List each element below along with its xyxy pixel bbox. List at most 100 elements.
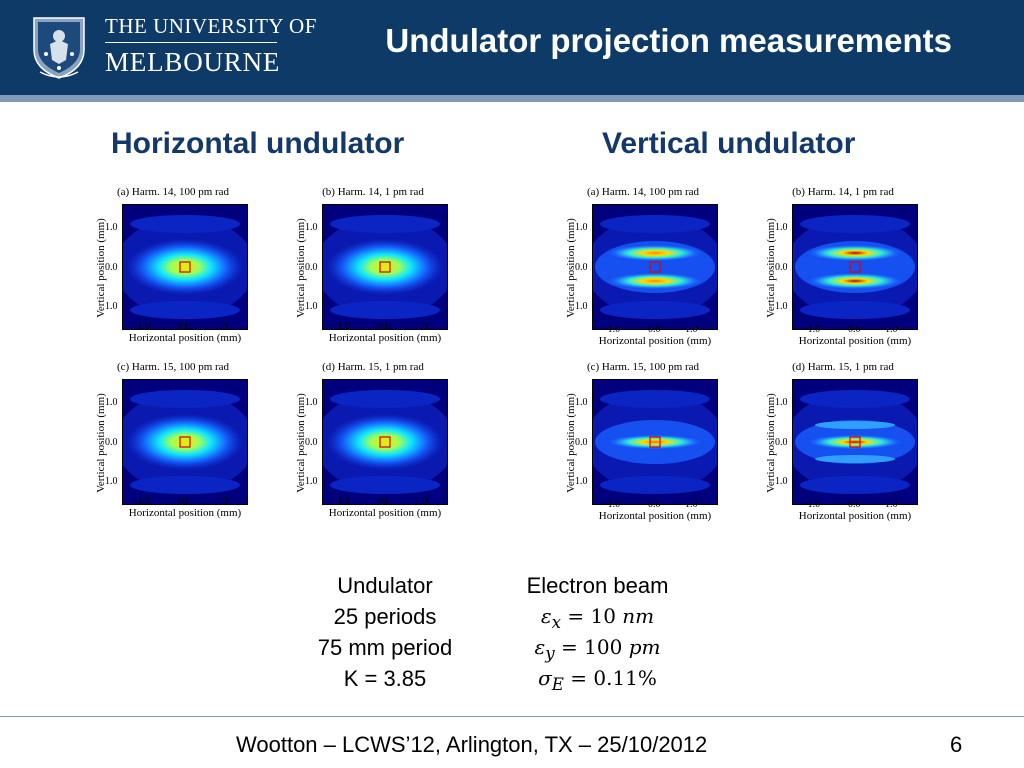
electron-beam-heading: Electron beam <box>526 573 669 598</box>
y-tick-label: 1.0 <box>775 301 788 312</box>
y-tick-label: 0.0 <box>105 437 118 448</box>
y-tick-label: 1.0 <box>775 222 788 233</box>
undulator-k-value: K = 3.85 <box>343 666 427 691</box>
x-tick-label: −1.0 <box>332 496 351 507</box>
heatmap-plot <box>322 204 448 330</box>
lower-lobe <box>603 272 707 290</box>
x-axis-label: Horizontal position (mm) <box>798 335 912 347</box>
y-tick-label: 1.0 <box>105 222 118 233</box>
y-tick-label: 1.0 <box>305 397 318 408</box>
x-tick-label: −1.0 <box>132 496 151 507</box>
header-bar <box>0 0 1024 95</box>
x-axis-label: Horizontal position (mm) <box>328 507 442 519</box>
panel-caption: (b) Harm. 14, 1 pm rad <box>322 186 424 198</box>
x-tick-label: 0.0 <box>648 324 661 335</box>
lower-fringe <box>600 476 710 494</box>
y-tick-label: 1.0 <box>305 301 318 312</box>
panel-caption: (c) Harm. 15, 100 pm rad <box>116 361 230 373</box>
x-tick-label: 1.0 <box>415 321 428 332</box>
slide-title: Undulator projection measurements <box>385 22 952 59</box>
undulator-period-length: 75 mm period <box>317 635 453 660</box>
x-tick-label: −1.0 <box>602 499 621 510</box>
heatmap-plot <box>792 379 918 505</box>
y-tick-label: 1.0 <box>575 397 588 408</box>
y-tick-label: 1.0 <box>775 397 788 408</box>
upper-sidelobe <box>815 421 895 429</box>
panel-caption: (d) Harm. 15, 1 pm rad <box>792 361 894 373</box>
center-marker <box>849 436 861 448</box>
x-axis-label: Horizontal position (mm) <box>798 510 912 522</box>
undulator-periods: 25 periods <box>333 604 437 629</box>
lower-fringe <box>130 476 240 494</box>
logo-line-2: MELBOURNE <box>105 47 281 77</box>
x-axis-label: Horizontal position (mm) <box>598 510 712 522</box>
y-tick-label: 1.0 <box>575 476 588 487</box>
emittance-y: εy = 100 pm <box>534 635 661 663</box>
plot-panel: (c) Harm. 15, 100 pm rad Vertical positio… <box>88 361 258 533</box>
heatmap-plot <box>122 379 248 505</box>
heatmap-plot <box>122 204 248 330</box>
beam-spot <box>327 414 443 470</box>
upper-fringe <box>330 215 440 233</box>
x-tick-label: −1.0 <box>602 324 621 335</box>
y-tick-label: 0.0 <box>305 437 318 448</box>
plot-panel: (d) Harm. 15, 1 pm rad Vertical position … <box>288 361 458 533</box>
undulator-heading: Undulator <box>337 573 433 598</box>
center-marker <box>649 436 661 448</box>
x-tick-label: 1.0 <box>885 324 898 335</box>
upper-fringe <box>600 390 710 408</box>
x-tick-label: 0.0 <box>848 499 861 510</box>
x-tick-label: 0.0 <box>378 496 391 507</box>
logo-divider <box>105 42 277 43</box>
plot-panel: (a) Harm. 14, 100 pm rad Vertical positio… <box>558 186 728 361</box>
y-tick-label: 0.0 <box>575 262 588 273</box>
beam-spot <box>127 239 243 295</box>
y-tick-label: 1.0 <box>575 301 588 312</box>
beam-spot <box>127 414 243 470</box>
y-tick-label: 1.0 <box>305 222 318 233</box>
upper-fringe <box>130 215 240 233</box>
x-axis-label: Horizontal position (mm) <box>128 332 242 344</box>
section-title-horizontal: Horizontal undulator <box>111 127 405 160</box>
upper-fringe <box>130 390 240 408</box>
x-axis-label: Horizontal position (mm) <box>328 332 442 344</box>
beam-spot <box>327 239 443 295</box>
center-marker <box>179 436 191 448</box>
x-tick-label: 0.0 <box>648 499 661 510</box>
center-marker <box>649 261 661 273</box>
x-tick-label: 0.0 <box>178 496 191 507</box>
x-axis-label: Horizontal position (mm) <box>128 507 242 519</box>
plot-panel: (d) Harm. 15, 1 pm rad Vertical position … <box>758 361 928 536</box>
x-axis-label: Horizontal position (mm) <box>598 335 712 347</box>
x-tick-label: −1.0 <box>802 324 821 335</box>
x-tick-label: 1.0 <box>685 499 698 510</box>
x-tick-label: 1.0 <box>215 321 228 332</box>
x-tick-label: 1.0 <box>415 496 428 507</box>
center-marker <box>179 261 191 273</box>
emittance-x: εx = 10 nm <box>540 604 655 632</box>
x-tick-label: −1.0 <box>132 321 151 332</box>
footer-divider <box>0 716 1024 717</box>
y-tick-label: 1.0 <box>105 301 118 312</box>
upper-lobe <box>803 244 907 262</box>
y-tick-label: 0.0 <box>775 437 788 448</box>
lower-fringe <box>330 476 440 494</box>
x-tick-label: 0.0 <box>178 321 191 332</box>
upper-fringe <box>800 215 910 233</box>
heatmap-plot <box>792 204 918 330</box>
y-tick-label: 0.0 <box>305 262 318 273</box>
y-tick-label: 1.0 <box>105 397 118 408</box>
x-tick-label: 1.0 <box>685 324 698 335</box>
panel-caption: (c) Harm. 15, 100 pm rad <box>586 361 700 373</box>
panel-caption: (a) Harm. 14, 100 pm rad <box>586 186 700 198</box>
x-tick-label: −1.0 <box>802 499 821 510</box>
section-title-vertical: Vertical undulator <box>602 127 856 160</box>
plot-panel: (b) Harm. 14, 1 pm rad Vertical position … <box>758 186 928 361</box>
central-lobe <box>603 434 707 450</box>
x-tick-label: 0.0 <box>378 321 391 332</box>
plot-panel: (b) Harm. 14, 1 pm rad Vertical position … <box>288 186 458 358</box>
university-crest-icon <box>33 17 85 79</box>
x-tick-label: 1.0 <box>215 496 228 507</box>
footer-citation: Wootton – LCWS’12, Arlington, TX – 25/10… <box>236 732 708 757</box>
header-stripe <box>0 95 1024 102</box>
